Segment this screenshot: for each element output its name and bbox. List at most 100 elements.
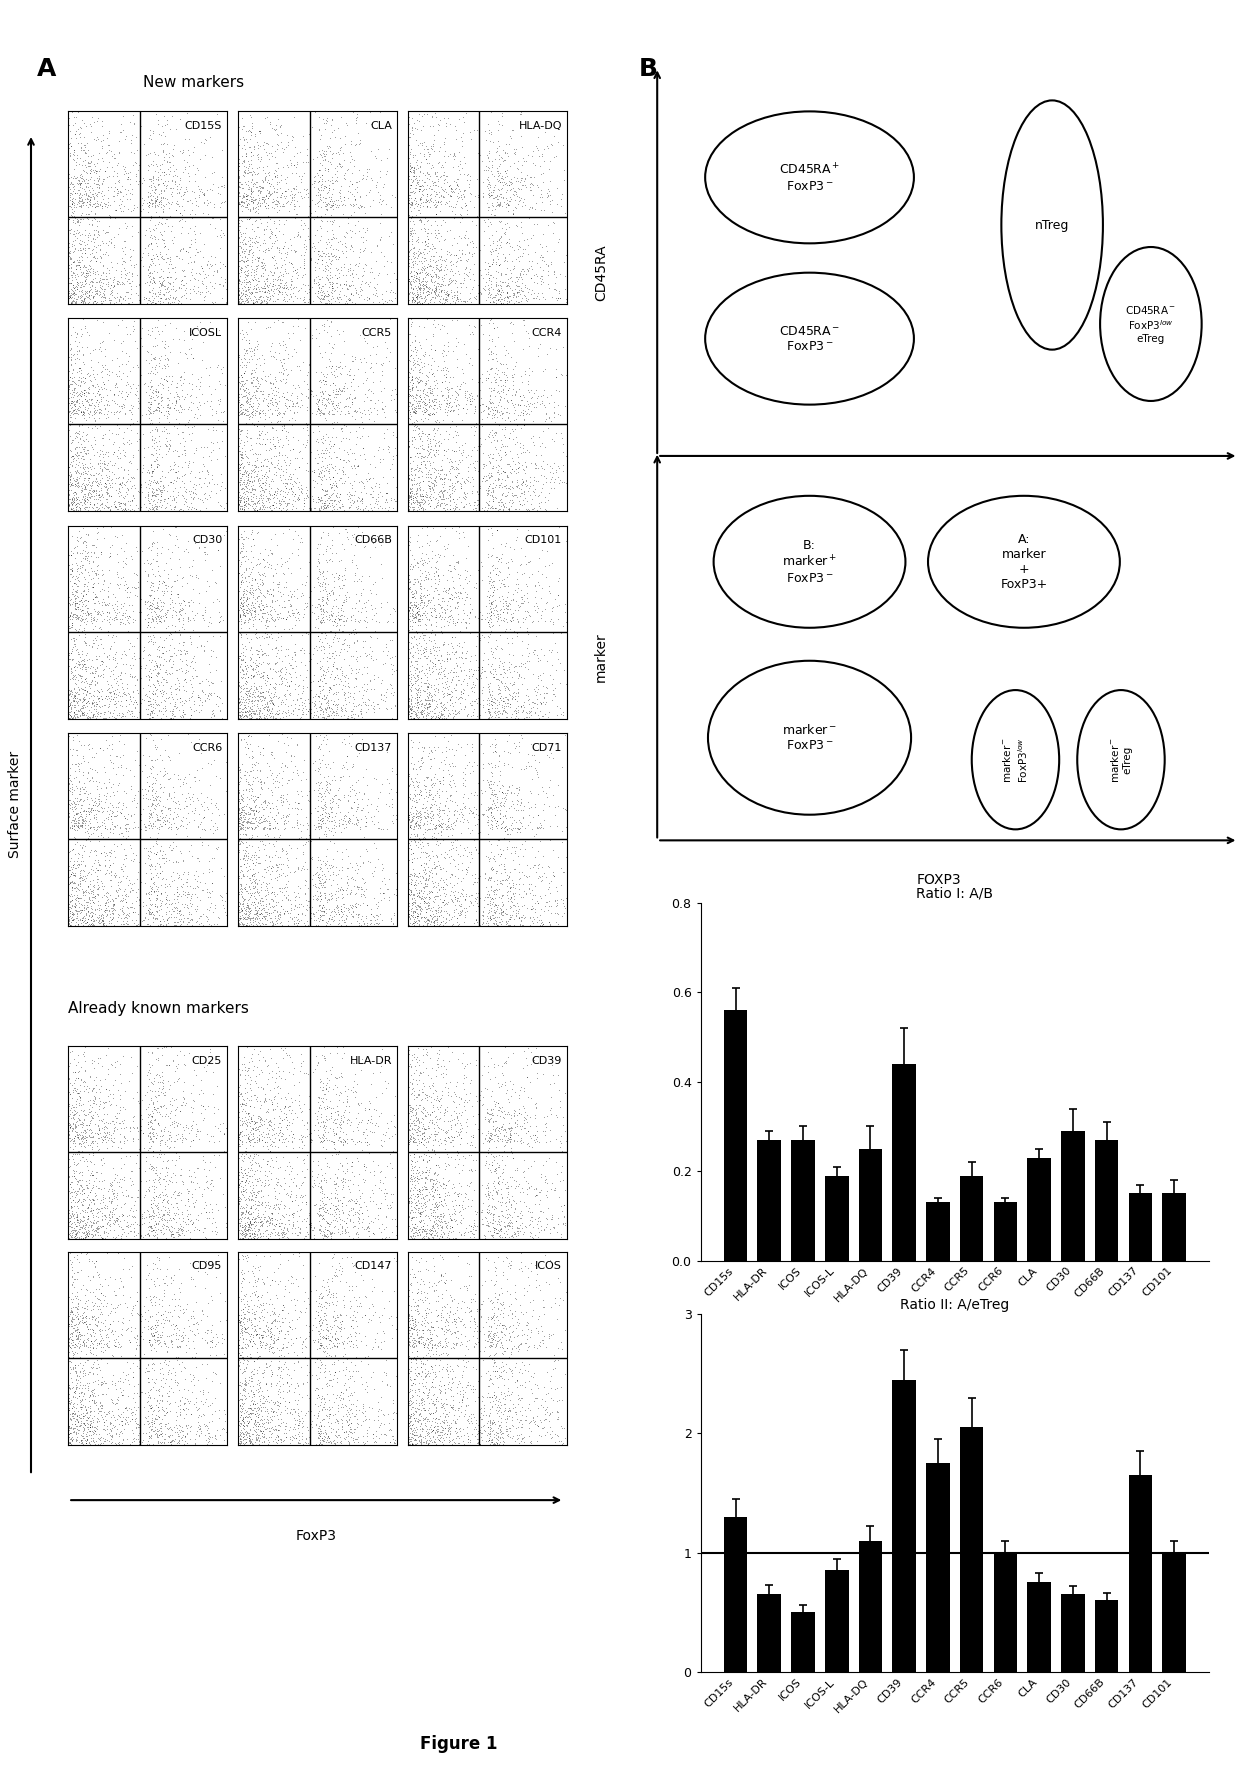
Point bbox=[92, 179, 112, 207]
Point bbox=[84, 440, 104, 468]
Point bbox=[436, 908, 456, 937]
Point bbox=[180, 266, 200, 295]
Point bbox=[83, 191, 103, 220]
Point bbox=[267, 377, 286, 406]
Point bbox=[232, 688, 252, 717]
Point bbox=[497, 1334, 517, 1362]
Point bbox=[343, 190, 363, 218]
Point bbox=[454, 1271, 474, 1300]
Point bbox=[339, 803, 358, 831]
Point bbox=[517, 699, 537, 728]
Point bbox=[279, 397, 299, 426]
Point bbox=[557, 697, 577, 726]
Point bbox=[156, 885, 176, 914]
Point bbox=[202, 272, 222, 300]
Point bbox=[140, 1109, 160, 1137]
Point bbox=[92, 647, 112, 676]
Point bbox=[62, 200, 82, 229]
Point bbox=[512, 254, 532, 283]
Point bbox=[494, 1427, 513, 1455]
Point bbox=[286, 1032, 306, 1060]
Point bbox=[212, 304, 232, 333]
Point bbox=[247, 345, 267, 374]
Point bbox=[162, 805, 182, 833]
Point bbox=[299, 583, 319, 611]
Point bbox=[399, 1032, 419, 1060]
Point bbox=[322, 1244, 342, 1273]
Point bbox=[238, 844, 258, 873]
Point bbox=[232, 1221, 252, 1250]
Point bbox=[87, 470, 107, 499]
Point bbox=[61, 1202, 81, 1230]
Point bbox=[272, 669, 291, 697]
Point bbox=[387, 164, 407, 193]
Point bbox=[491, 488, 511, 517]
Point bbox=[229, 762, 249, 790]
Point bbox=[285, 1185, 305, 1214]
Point bbox=[465, 447, 485, 476]
Point bbox=[139, 599, 159, 628]
Point bbox=[308, 249, 327, 277]
Point bbox=[410, 544, 430, 572]
Point bbox=[430, 601, 450, 629]
Point bbox=[72, 785, 92, 814]
Point bbox=[326, 1119, 346, 1148]
Point bbox=[315, 1357, 335, 1386]
Point bbox=[511, 576, 531, 604]
Point bbox=[267, 1073, 286, 1101]
Point bbox=[412, 1193, 432, 1221]
Point bbox=[154, 1071, 174, 1100]
Point bbox=[350, 719, 370, 747]
Point bbox=[424, 685, 444, 713]
Point bbox=[456, 1348, 476, 1377]
Point bbox=[399, 697, 419, 726]
Point bbox=[356, 181, 376, 209]
Point bbox=[387, 905, 407, 933]
Point bbox=[151, 220, 171, 249]
Point bbox=[295, 148, 315, 177]
Point bbox=[73, 1207, 93, 1236]
Point bbox=[428, 1405, 448, 1434]
Point bbox=[482, 520, 502, 549]
Point bbox=[237, 679, 257, 708]
Point bbox=[159, 1291, 179, 1320]
Point bbox=[518, 801, 538, 830]
Point bbox=[113, 495, 133, 524]
Point bbox=[102, 907, 122, 935]
Point bbox=[153, 138, 172, 166]
Point bbox=[117, 179, 136, 207]
Point bbox=[401, 1430, 420, 1459]
Point bbox=[477, 890, 497, 919]
Point bbox=[67, 270, 87, 299]
Point bbox=[347, 102, 367, 131]
Point bbox=[275, 472, 295, 501]
Point bbox=[358, 1341, 378, 1370]
Point bbox=[257, 1405, 277, 1434]
Point bbox=[241, 359, 260, 388]
Point bbox=[425, 694, 445, 722]
Point bbox=[243, 434, 263, 463]
Point bbox=[108, 1429, 128, 1457]
Point bbox=[160, 1071, 180, 1100]
Point bbox=[201, 681, 221, 710]
Point bbox=[98, 231, 118, 259]
Point bbox=[63, 1327, 83, 1355]
Point bbox=[242, 1191, 262, 1219]
Point bbox=[188, 814, 208, 842]
Point bbox=[528, 663, 548, 692]
Point bbox=[526, 1112, 546, 1141]
Point bbox=[387, 290, 407, 318]
Point bbox=[294, 1146, 314, 1175]
Point bbox=[177, 492, 197, 520]
Point bbox=[232, 654, 252, 683]
Point bbox=[83, 615, 103, 644]
Point bbox=[469, 181, 489, 209]
Point bbox=[260, 592, 280, 620]
Point bbox=[479, 703, 498, 731]
Point bbox=[236, 1160, 255, 1189]
Point bbox=[441, 1205, 461, 1234]
Point bbox=[246, 1405, 265, 1434]
Point bbox=[350, 249, 370, 277]
Point bbox=[161, 263, 181, 291]
Point bbox=[84, 588, 104, 617]
